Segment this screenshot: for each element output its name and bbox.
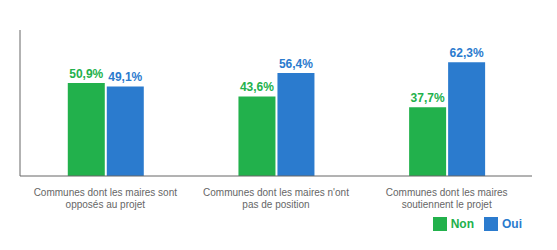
svg-text:50,9%: 50,9% (69, 67, 103, 81)
svg-text:Communes dont les maires sonto: Communes dont les maires sontopposés au … (34, 187, 178, 210)
svg-text:43,6%: 43,6% (240, 80, 274, 94)
html-text:Oui: Oui (502, 217, 522, 231)
svg-text:56,4%: 56,4% (279, 57, 313, 71)
svg-text:Communes dont les mairessoutie: Communes dont les mairessoutiennent le p… (386, 187, 508, 210)
svg-text:Communes dont les maires n'ont: Communes dont les maires n'ontpas de pos… (203, 187, 349, 210)
svg-text:62,3%: 62,3% (450, 46, 484, 60)
html-text:Non: Non (450, 217, 474, 231)
svg-text:49,1%: 49,1% (108, 70, 142, 84)
svg-text:37,7%: 37,7% (411, 91, 445, 105)
